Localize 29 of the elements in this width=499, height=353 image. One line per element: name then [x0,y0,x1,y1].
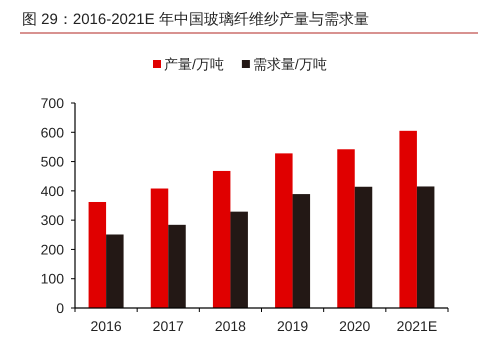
y-tick-label: 500 [40,154,64,170]
x-tick-label: 2021E [396,318,438,334]
y-tick-label: 700 [40,95,64,111]
chart-title: 图 29：2016-2021E 年中国玻璃纤维纱产量与需求量 [22,11,369,28]
bar [230,212,248,308]
bar [292,194,310,308]
y-tick-label: 400 [40,182,64,199]
legend-label: 产量/万吨 [164,56,224,72]
bar [168,224,186,308]
bar [416,186,434,308]
bar [106,234,124,308]
x-tick-label: 2016 [90,318,122,334]
y-tick-label: 200 [40,241,64,258]
x-tick-label: 2017 [152,318,184,334]
y-tick-label: 600 [40,124,64,140]
y-tick-label: 0 [56,300,64,316]
legend-label: 需求量/万吨 [252,56,327,72]
x-tick-label: 2019 [277,318,308,334]
bar [337,149,355,308]
y-tick-label: 300 [40,212,64,228]
bar [150,188,168,308]
bar [275,153,293,308]
y-tick-label: 100 [40,270,64,287]
bar [399,130,417,308]
bar [354,186,372,308]
x-tick-label: 2020 [339,318,371,334]
bar [212,170,230,308]
x-tick-label: 2018 [214,318,246,334]
bar [88,202,106,308]
